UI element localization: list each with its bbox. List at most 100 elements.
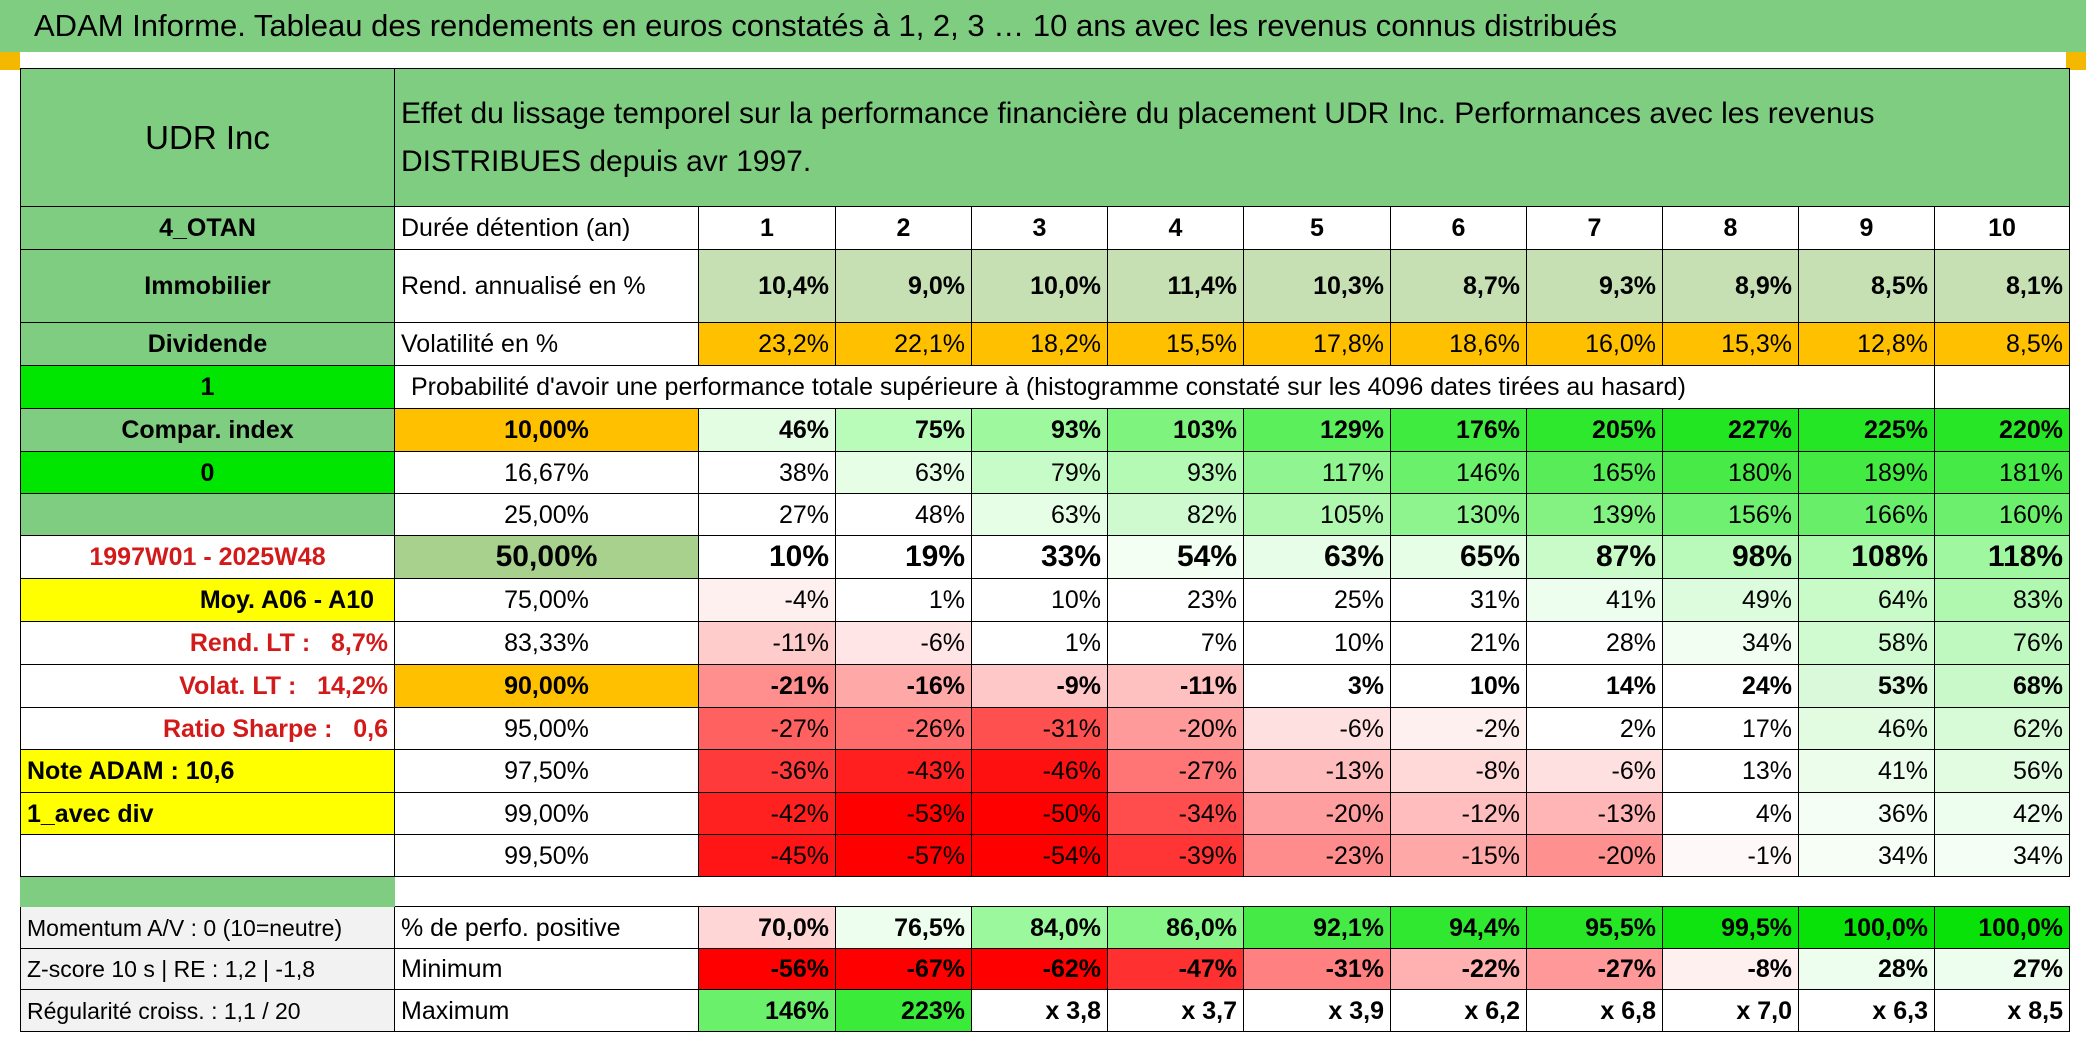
prob-cell: 75%	[835, 408, 972, 452]
prob-cell: 13%	[1662, 749, 1799, 793]
prob-cell: 33%	[971, 535, 1108, 579]
year-header: 10	[1934, 206, 2070, 250]
moy-label: Moy. A06 - A10	[20, 578, 395, 622]
prob-cell: 103%	[1107, 408, 1244, 452]
prob-cell: 63%	[1243, 535, 1391, 579]
prob-cell: -31%	[971, 707, 1108, 750]
volatility-label: Volatilité en %	[394, 322, 699, 366]
prob-cell: 225%	[1798, 408, 1935, 452]
asset-name: UDR Inc	[20, 68, 395, 207]
prob-cell: 220%	[1934, 408, 2070, 452]
prob-cell: 10%	[1243, 621, 1391, 665]
maximum-cell: 146%	[698, 989, 836, 1032]
note-adam-label: Note ADAM : 10,6	[20, 749, 395, 793]
percentile-row-median: 1997W01 - 2025W48 50,00% 10% 19% 33% 54%…	[20, 535, 2070, 579]
year-header: 4	[1107, 206, 1244, 250]
prob-cell: -45%	[698, 834, 836, 877]
volatility-cell: 15,5%	[1107, 322, 1244, 366]
prob-cell: -46%	[971, 749, 1108, 793]
year-header: 6	[1390, 206, 1527, 250]
prob-cell: -42%	[698, 792, 836, 835]
prob-cell: 34%	[1662, 621, 1799, 665]
compar-index-label: Compar. index	[20, 408, 395, 452]
prob-cell: -20%	[1526, 834, 1663, 877]
positive-cell: 86,0%	[1107, 906, 1244, 949]
year-header: 7	[1526, 206, 1663, 250]
prob-cell: 10%	[698, 535, 836, 579]
prob-cell: -6%	[1526, 749, 1663, 793]
prob-cell: 189%	[1798, 451, 1935, 494]
prob-cell: 3%	[1243, 664, 1391, 708]
positive-cell: 100,0%	[1798, 906, 1935, 949]
spacer-cell	[394, 876, 2070, 907]
selector-cell-0[interactable]: 0	[20, 451, 395, 494]
positive-cell: 70,0%	[698, 906, 836, 949]
prob-cell: -27%	[1107, 749, 1244, 793]
volatility-cell: 18,2%	[971, 322, 1108, 366]
sharpe-label: Ratio Sharpe : 0,6	[20, 707, 395, 750]
return-cell: 10,4%	[698, 249, 836, 323]
annualized-return-label: Rend. annualisé en %	[394, 249, 699, 323]
positive-cell: 92,1%	[1243, 906, 1391, 949]
minimum-cell: -22%	[1390, 948, 1527, 990]
minimum-cell: 28%	[1798, 948, 1935, 990]
regularite-label: Régularité croiss. : 1,1 / 20	[20, 989, 395, 1032]
return-cell: 8,7%	[1390, 249, 1527, 323]
spacer-cell	[20, 876, 395, 907]
prob-cell: -54%	[971, 834, 1108, 877]
duration-row: 4_OTAN Durée détention (an) 1 2 3 4 5 6 …	[20, 206, 2070, 250]
prob-cell: 68%	[1934, 664, 2070, 708]
year-header: 9	[1798, 206, 1935, 250]
prob-cell: 62%	[1934, 707, 2070, 750]
positive-cell: 100,0%	[1934, 906, 2070, 949]
prob-cell: 41%	[1798, 749, 1935, 793]
year-header: 1	[698, 206, 836, 250]
prob-cell: -36%	[698, 749, 836, 793]
percentile-label: 95,00%	[394, 707, 699, 750]
maximum-cell: x 7,0	[1662, 989, 1799, 1032]
prob-cell: 21%	[1390, 621, 1527, 665]
prob-cell: 118%	[1934, 535, 2070, 579]
selector-cell-1[interactable]: 1	[20, 365, 395, 409]
prob-cell: 165%	[1526, 451, 1663, 494]
prob-cell: 79%	[971, 451, 1108, 494]
momentum-label: Momentum A/V : 0 (10=neutre)	[20, 906, 395, 949]
percentile-label: 90,00%	[394, 664, 699, 708]
percentile-label: 99,00%	[394, 792, 699, 835]
prob-cell: 23%	[1107, 578, 1244, 622]
prob-cell: 117%	[1243, 451, 1391, 494]
prob-cell: -11%	[698, 621, 836, 665]
zscore-label: Z-score 10 s | RE : 1,2 | -1,8	[20, 948, 395, 990]
percentile-row: Moy. A06 - A10 75,00% -4% 1% 10% 23% 25%…	[20, 578, 2070, 622]
prob-cell: 28%	[1526, 621, 1663, 665]
prob-cell: 27%	[698, 493, 836, 536]
prob-cell: -26%	[835, 707, 972, 750]
prob-cell: 56%	[1934, 749, 2070, 793]
header-description: Effet du lissage temporel sur la perform…	[394, 68, 2070, 207]
percentile-row: 1_avec div 99,00% -42% -53% -50% -34% -2…	[20, 792, 2070, 835]
prob-cell: 48%	[835, 493, 972, 536]
prob-cell: 180%	[1662, 451, 1799, 494]
volatility-cell: 22,1%	[835, 322, 972, 366]
prob-cell: 129%	[1243, 408, 1391, 452]
percentile-label: 10,00%	[394, 408, 699, 452]
minimum-cell: -31%	[1243, 948, 1391, 990]
percentile-row: Compar. index 10,00% 46% 75% 93% 103% 12…	[20, 408, 2070, 452]
prob-cell: 1%	[835, 578, 972, 622]
prob-cell: -6%	[835, 621, 972, 665]
prob-cell: 36%	[1798, 792, 1935, 835]
prob-cell: 227%	[1662, 408, 1799, 452]
probability-header-row: 1 Probabilité d'avoir une performance to…	[20, 365, 2070, 409]
probability-description: Probabilité d'avoir une performance tota…	[394, 365, 1799, 409]
positive-cell: 95,5%	[1526, 906, 1663, 949]
prob-cell: -13%	[1243, 749, 1391, 793]
prob-cell: 105%	[1243, 493, 1391, 536]
asset-type: Dividende	[20, 322, 395, 366]
prob-cell: 46%	[1798, 707, 1935, 750]
maximum-cell: x 6,3	[1798, 989, 1935, 1032]
returns-table: UDR Inc Effet du lissage temporel sur la…	[20, 68, 2070, 1032]
prob-cell: 34%	[1934, 834, 2070, 877]
volatility-cell: 16,0%	[1526, 322, 1663, 366]
year-header: 5	[1243, 206, 1391, 250]
prob-cell: 7%	[1107, 621, 1244, 665]
